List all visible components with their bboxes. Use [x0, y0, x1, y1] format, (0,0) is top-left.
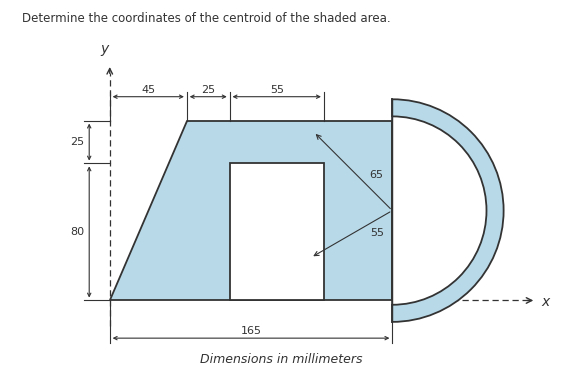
Text: x: x	[541, 295, 550, 309]
Text: 25: 25	[70, 137, 84, 147]
Text: 25: 25	[201, 85, 215, 95]
Wedge shape	[392, 99, 504, 322]
Text: 80: 80	[70, 227, 84, 237]
Text: 165: 165	[241, 327, 261, 336]
Text: 55: 55	[270, 85, 284, 95]
Bar	[230, 163, 324, 301]
Text: Dimensions in millimeters: Dimensions in millimeters	[200, 352, 362, 366]
Polygon shape	[110, 121, 392, 301]
Wedge shape	[392, 116, 487, 305]
Text: 55: 55	[370, 228, 384, 238]
Text: 45: 45	[141, 85, 155, 95]
Text: y: y	[101, 42, 108, 56]
Text: 65: 65	[370, 170, 384, 180]
Text: Determine the coordinates of the centroid of the shaded area.: Determine the coordinates of the centroi…	[22, 12, 391, 25]
